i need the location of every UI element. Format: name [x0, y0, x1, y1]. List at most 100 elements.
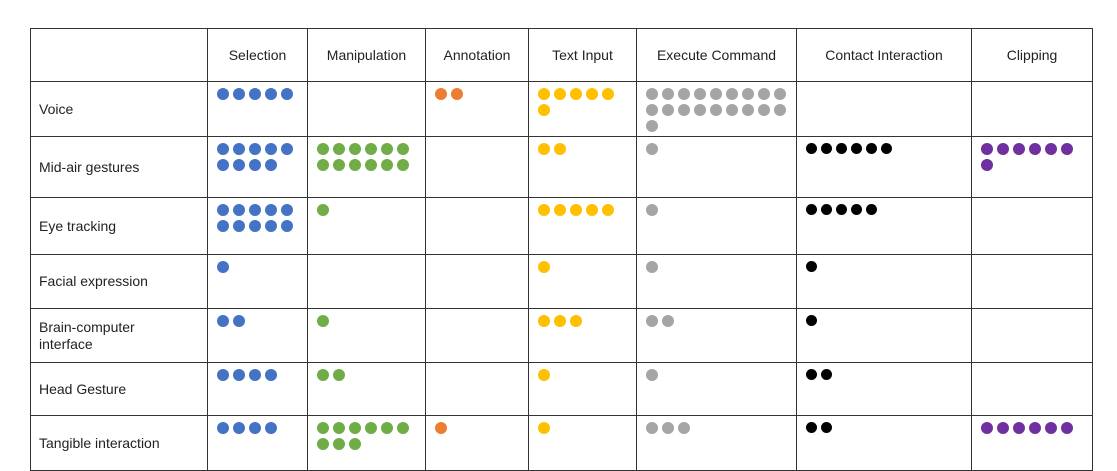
dot-group [538, 143, 615, 155]
dot-manipulation [317, 143, 329, 155]
dot-contact-interaction [836, 143, 847, 154]
cell [528, 415, 637, 471]
dot-selection [217, 422, 229, 434]
dot-clipping [1013, 422, 1025, 434]
dot-text-input [570, 204, 582, 216]
dot-group [646, 369, 787, 381]
dot-manipulation [349, 159, 361, 171]
cell [307, 197, 426, 255]
dot-contact-interaction [881, 143, 892, 154]
dot-group [538, 422, 615, 434]
dot-execute-command [726, 88, 738, 100]
cell [971, 308, 1093, 363]
dot-execute-command [678, 422, 690, 434]
dot-text-input [554, 88, 566, 100]
dot-selection [265, 88, 277, 100]
dot-execute-command [662, 315, 674, 327]
header-annotation: Annotation [425, 28, 529, 82]
cell [971, 197, 1093, 255]
dot-group [538, 204, 615, 216]
dot-group [806, 315, 893, 326]
dot-group [538, 261, 615, 273]
dot-group [435, 88, 512, 100]
dot-group [806, 369, 893, 380]
dot-text-input [554, 143, 566, 155]
dot-selection [249, 143, 261, 155]
dot-contact-interaction [866, 143, 877, 154]
dot-selection [249, 88, 261, 100]
dot-manipulation [333, 369, 345, 381]
row-label-mid-air-gestures: Mid-air gestures [30, 136, 208, 198]
dot-group [646, 143, 787, 155]
dot-execute-command [646, 120, 658, 132]
dot-group [317, 369, 410, 381]
header-row: Selection Manipulation Annotation Text I… [30, 28, 1093, 82]
cell [971, 136, 1093, 198]
dot-text-input [538, 88, 550, 100]
table-row: Voice [30, 81, 1093, 137]
header-execute-command: Execute Command [636, 28, 797, 82]
dot-execute-command [774, 104, 786, 116]
dot-clipping [981, 422, 993, 434]
dot-group [806, 204, 893, 215]
cell [796, 254, 972, 309]
dot-contact-interaction [821, 369, 832, 380]
header-selection: Selection [207, 28, 308, 82]
cell [636, 136, 797, 198]
dot-selection [217, 261, 229, 273]
dot-execute-command [678, 88, 690, 100]
dot-selection [249, 159, 261, 171]
cell [425, 415, 529, 471]
cell [207, 81, 308, 137]
dot-group [317, 143, 410, 171]
dot-selection [249, 204, 261, 216]
dot-selection [217, 220, 229, 232]
dot-annotation [451, 88, 463, 100]
dot-manipulation [381, 422, 393, 434]
dot-text-input [538, 104, 550, 116]
dot-manipulation [317, 159, 329, 171]
dot-group [646, 261, 787, 273]
dot-group [317, 422, 410, 450]
dot-selection [217, 315, 229, 327]
cell [307, 308, 426, 363]
dot-execute-command [646, 315, 658, 327]
cell [636, 254, 797, 309]
dot-execute-command [742, 88, 754, 100]
dot-execute-command [662, 104, 674, 116]
dot-manipulation [381, 159, 393, 171]
dot-group [806, 143, 893, 154]
dot-group [646, 88, 787, 132]
dot-manipulation [333, 159, 345, 171]
cell [971, 362, 1093, 416]
cell [528, 81, 637, 137]
dot-selection [233, 143, 245, 155]
cell [307, 81, 426, 137]
dot-manipulation [333, 143, 345, 155]
cell [207, 197, 308, 255]
dot-execute-command [646, 88, 658, 100]
dot-clipping [1061, 143, 1073, 155]
dot-group [646, 204, 787, 216]
dot-group [646, 422, 787, 434]
dot-contact-interaction [821, 204, 832, 215]
cell [636, 415, 797, 471]
cell [528, 254, 637, 309]
dot-selection [233, 204, 245, 216]
dot-selection [217, 204, 229, 216]
modality-task-matrix: Selection Manipulation Annotation Text I… [30, 28, 1093, 471]
cell [307, 136, 426, 198]
dot-manipulation [333, 422, 345, 434]
dot-execute-command [646, 369, 658, 381]
dot-text-input [570, 88, 582, 100]
dot-clipping [1045, 143, 1057, 155]
row-label-facial-expression: Facial expression [30, 254, 208, 309]
dot-execute-command [726, 104, 738, 116]
cell [636, 362, 797, 416]
dot-selection [249, 369, 261, 381]
dot-manipulation [381, 143, 393, 155]
dot-selection [281, 204, 293, 216]
dot-manipulation [317, 369, 329, 381]
table-row: Facial expression [30, 254, 1093, 309]
dot-selection [265, 220, 277, 232]
